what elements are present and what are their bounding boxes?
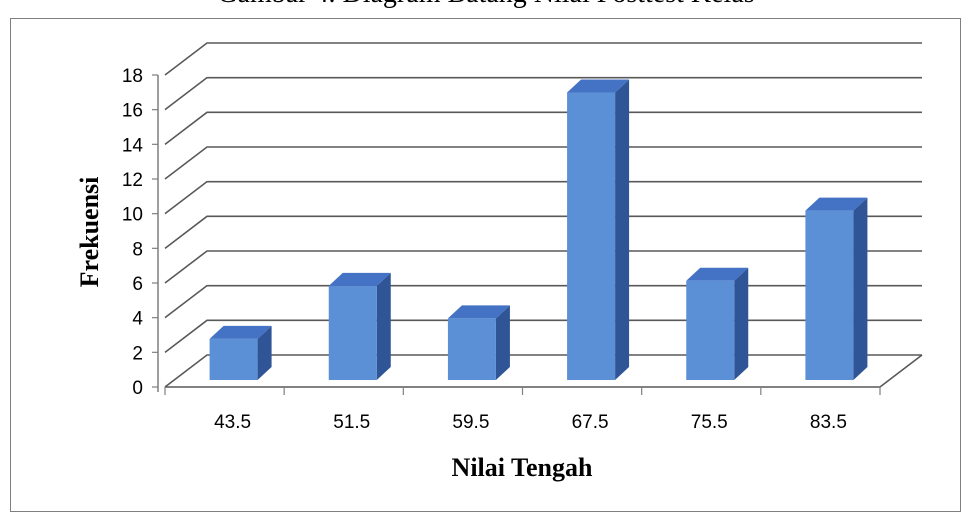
gridline [164,354,922,388]
gridline [164,284,922,319]
x-tick-label: 67.5 [572,412,609,433]
bar-side [376,272,391,380]
y-axis-title: Frekuensi [75,177,104,288]
x-tick-label: 75.5 [691,412,728,433]
bar-top [567,79,630,93]
gridlines [157,42,923,392]
bar-top [805,197,868,211]
x-axis: 43.5 51.5 59.5 67.5 75.5 83.5 [164,387,881,433]
bars [209,79,868,381]
bar-front [447,318,496,380]
y-tick-label: 2 [132,343,143,364]
bar [805,197,868,380]
bar-front [805,210,854,380]
bar-front [328,285,377,380]
y-tick-label: 6 [132,274,143,295]
bar [447,305,510,380]
bar [209,325,272,380]
bar-side [257,325,272,380]
y-tick-label: 4 [132,309,143,330]
chart-title: Gambar 4. Diagram Batang Nilai Posttest … [0,0,972,10]
bar [328,272,391,380]
bar-side [615,79,630,381]
bar [567,79,630,381]
x-tick-label: 43.5 [214,412,251,433]
gridline [164,42,922,76]
bar [686,267,749,380]
bar-front [567,92,616,381]
y-tick-label: 8 [132,239,143,260]
y-tick-label: 12 [122,170,143,191]
bar-top [447,305,510,319]
y-tick-label: 0 [132,378,143,399]
y-tick-label: 14 [122,135,144,156]
bar-side [495,305,510,380]
x-tick-label: 51.5 [333,412,370,433]
y-axis-ticks: 0 2 4 6 8 10 12 14 16 18 [122,66,158,399]
gridline [164,76,922,111]
bar-front [686,280,735,380]
y-tick-label: 16 [122,101,143,122]
bar-top [328,272,391,286]
bar-side [853,197,868,380]
gridline [164,250,922,284]
gridline [164,111,922,145]
gridline [164,180,922,215]
gridline [164,319,922,353]
x-tick-label: 83.5 [810,412,847,433]
bar-front [209,338,258,380]
gridline [164,146,922,180]
bar-side [734,267,749,380]
y-tick-label: 10 [122,205,143,226]
x-tick-label: 59.5 [452,412,489,433]
bar-top [209,325,272,339]
x-axis-title: Nilai Tengah [452,453,593,482]
gridline [164,215,922,249]
bar-top [686,267,749,281]
chart-frame [10,18,961,512]
y-tick-label: 18 [122,66,143,87]
